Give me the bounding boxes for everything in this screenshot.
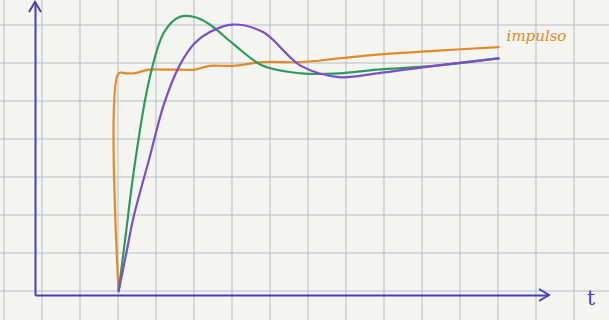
paper [0,0,609,320]
paper-line [0,177,609,178]
plot-area [114,16,499,291]
paper-line [422,0,423,320]
series-label: impulso [507,27,567,45]
x-axis [36,295,549,296]
paper-line [0,253,609,254]
chart: t impulso [0,0,609,320]
paper-line [0,215,609,216]
axis-line [36,295,549,297]
axis-arrow [539,289,549,301]
paper-bg [0,0,609,320]
paper-line [0,25,609,26]
series-line [119,25,499,292]
paper-line [42,0,43,320]
series-line [119,16,499,291]
paper-line [0,139,609,140]
paper-line [270,0,271,320]
paper-line [308,0,309,320]
axis-line [35,3,37,296]
paper-line [384,0,385,320]
y-axis [35,3,36,296]
paper-line [536,0,537,320]
paper-line [156,0,157,320]
paper-line [80,0,81,320]
paper-line [460,0,461,320]
paper-line [194,0,195,320]
paper-line [232,0,233,320]
paper-line [0,291,609,292]
paper-line [346,0,347,320]
paper-line [4,0,5,320]
x-axis-label: t [587,286,595,310]
paper-line [574,0,575,320]
axis-arrow [29,2,41,12]
paper-line [0,101,609,102]
